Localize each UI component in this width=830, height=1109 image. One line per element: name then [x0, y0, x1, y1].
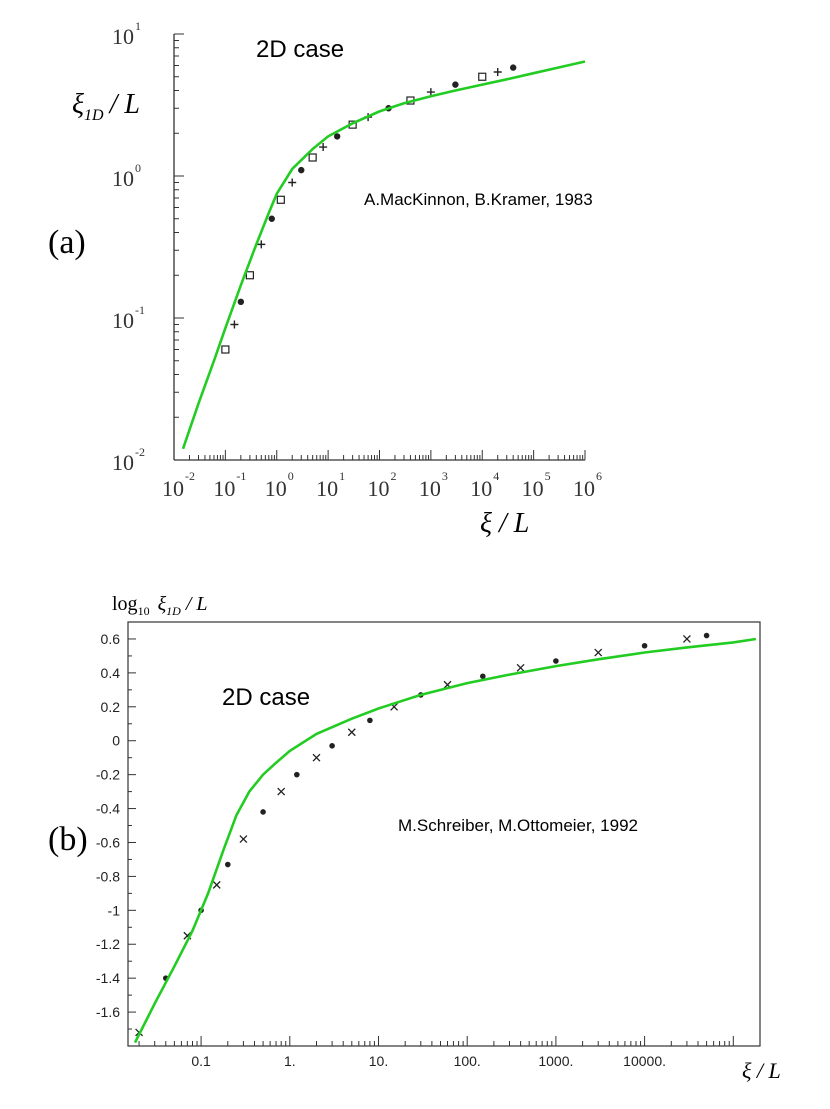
panel-a-x-tick-label: 10-2: [162, 469, 195, 501]
data-point: [257, 240, 266, 249]
data-point: [260, 809, 266, 815]
data-point: [308, 153, 317, 162]
data-point: [367, 717, 373, 724]
data-point: [230, 320, 239, 329]
panel-b-case-annotation: 2D case: [222, 684, 310, 711]
data-point: [426, 88, 435, 97]
panel-b-y-tick-label: -1.2: [96, 936, 120, 952]
data-point: [333, 133, 341, 140]
panel-b-y-tick-label: -1.6: [96, 1004, 120, 1020]
panel-b-x-tick-label: 0.1: [191, 1053, 211, 1069]
panel-a-y-tick-label: 101: [112, 19, 141, 49]
data-point: [347, 728, 356, 737]
data-point: [245, 271, 254, 280]
data-point: [319, 143, 328, 152]
data-point: [212, 880, 221, 889]
panel-b-x-tick-label: 1000.: [538, 1053, 573, 1069]
panel-b-y-axis-label: log10 ξ1D / L: [112, 593, 208, 618]
panel-b-y-tick-label: -1.4: [96, 970, 120, 986]
data-point: [277, 787, 286, 796]
data-point: [312, 753, 321, 762]
panel-a-x-tick-label: 106: [573, 469, 602, 501]
data-point: [703, 632, 710, 639]
panel-a-x-tick-label: 104: [470, 469, 499, 501]
data-point: [268, 215, 275, 222]
panel-b-y-tick-label: -0.4: [96, 801, 120, 817]
panel-b-fit-line: [133, 637, 757, 1044]
data-point: [298, 166, 305, 174]
panel-a-tick-labels: 10-2 10-1 100 101 102 103 104 105 106 101 100 10-1 1…: [112, 19, 602, 501]
panel-a-x-tick-label: 103: [419, 469, 448, 501]
panel-b-y-tick-label: 0: [112, 733, 120, 749]
data-point: [239, 835, 248, 844]
data-point: [480, 673, 486, 680]
panel-b-frame: [127, 621, 761, 1047]
data-point: [288, 178, 297, 187]
data-point: [553, 658, 559, 664]
panel-a-y-tick-label: 10-2: [112, 445, 145, 475]
data-point: [516, 663, 525, 672]
panel-b-credit-annotation: M.Schreiber, M.Ottomeier, 1992: [398, 816, 638, 835]
data-point: [509, 64, 517, 71]
data-point: [294, 771, 300, 778]
panel-a-x-tick-label: 105: [522, 469, 551, 501]
panel-b-y-tick-label: -1: [108, 902, 121, 918]
panel-a-x-tick-label: 101: [316, 469, 345, 501]
panel-b-fit-curve: [133, 637, 757, 1044]
data-point: [682, 635, 691, 643]
data-point: [237, 298, 245, 306]
panel-a-x-tick-label: 102: [368, 469, 397, 501]
panel-b-x-tick-label: 10.: [369, 1053, 388, 1069]
panel-b-y-tick-label: -0.8: [96, 868, 120, 884]
panel-b-y-tick-label: 0.4: [101, 665, 121, 681]
panel-a-x-axis-label: ξ / L: [480, 508, 529, 539]
panel-a-y-axis-label: ξ1D / L: [72, 89, 140, 124]
panel-b-axes: [128, 621, 761, 1047]
panel-a: (a) 2D case A.MacKinnon, B.Kramer, 1983 …: [48, 19, 602, 539]
panel-b-x-tick-label: 100.: [454, 1053, 481, 1069]
panel-b-y-tick-label: -0.2: [96, 767, 120, 783]
panel-a-fit-curve: [181, 60, 586, 450]
panel-a-y-tick-label: 100: [112, 161, 141, 191]
panel-b-y-tick-label: 0.6: [101, 631, 121, 647]
panel-b-x-tick-label: 10000.: [623, 1053, 666, 1069]
data-point: [478, 72, 487, 81]
panel-a-fit-line: [181, 60, 586, 450]
panel-b-y-tick-label: -0.6: [96, 834, 120, 850]
data-point: [276, 195, 285, 204]
data-point: [493, 68, 502, 77]
data-point: [452, 81, 459, 88]
panel-b-x-tick-label: 1.: [284, 1053, 296, 1069]
data-point: [224, 861, 231, 868]
panel-b: (b) 2D case M.Schreiber, M.Ottomeier, 19…: [48, 593, 781, 1083]
panel-a-credit-annotation: A.MacKinnon, B.Kramer, 1983: [364, 190, 593, 209]
panel-b-x-axis-label: ξ / L: [742, 1058, 781, 1083]
panel-b-data-points: [135, 632, 710, 1037]
panel-a-axes: [173, 33, 586, 461]
panel-b-y-tick-label: 0.2: [101, 699, 121, 715]
data-point: [594, 648, 603, 657]
data-point: [329, 743, 335, 749]
panel-a-label: (a): [48, 224, 86, 261]
panel-b-label: (b): [48, 821, 88, 858]
data-point: [641, 642, 648, 649]
panel-a-y-tick-label: 10-1: [112, 303, 145, 333]
panel-a-x-tick-label: 10-1: [213, 469, 246, 501]
panel-a-x-tick-label: 100: [265, 469, 294, 501]
panel-b-tick-labels: 0.6 0.4 0.2 0 -0.2 -0.4 -0.6 -0.8 -1 -1.2 -1.4 -1.6…: [96, 631, 666, 1069]
panel-a-case-annotation: 2D case: [256, 36, 344, 63]
data-point: [221, 345, 230, 354]
